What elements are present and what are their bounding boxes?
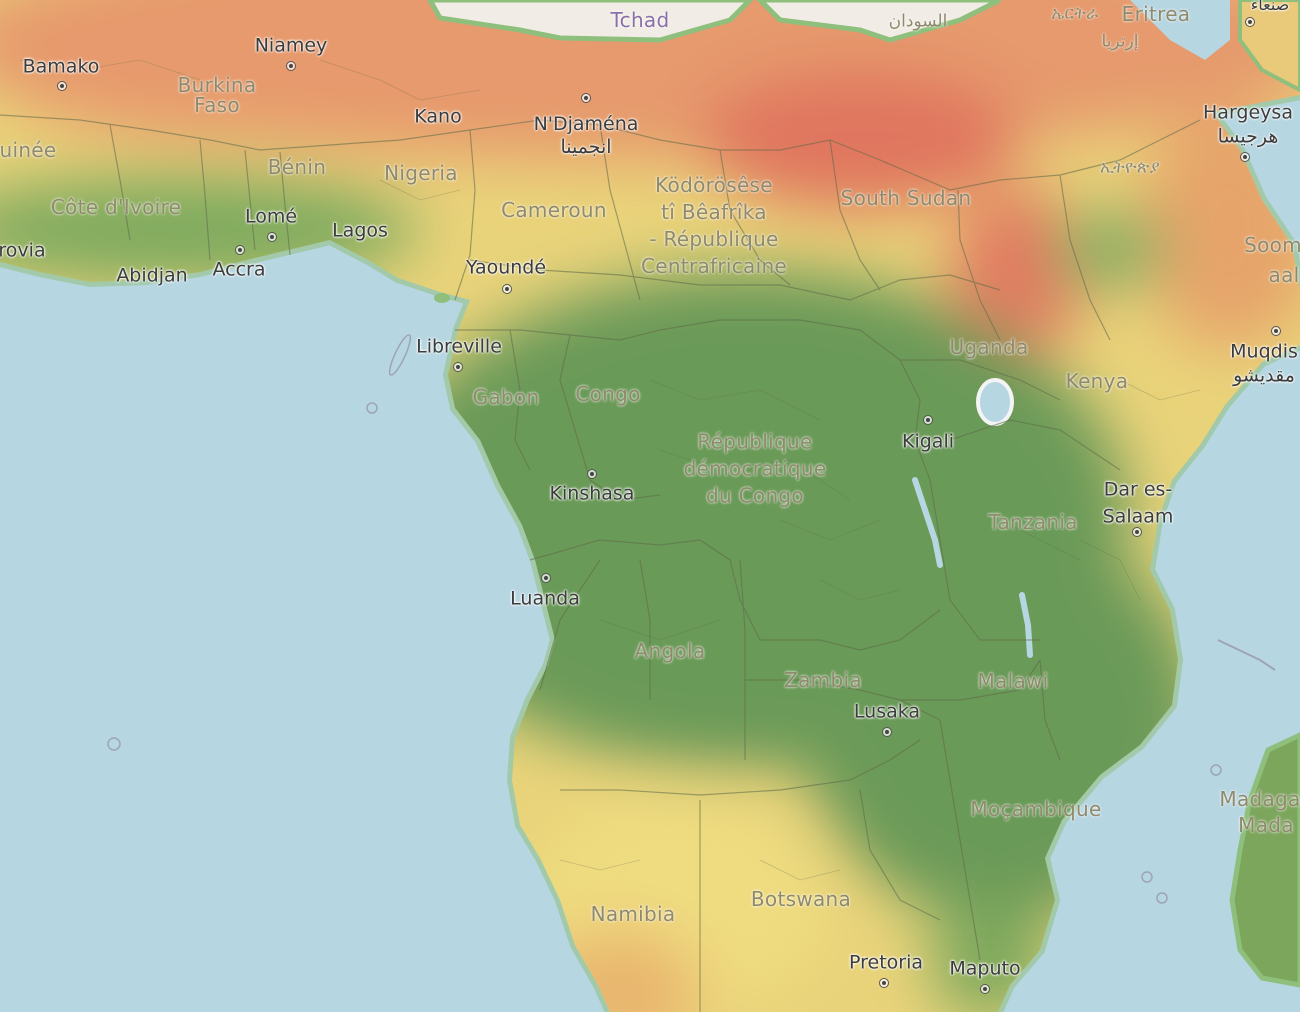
island [388,334,412,376]
capital-marker-yaounde [502,284,512,294]
island [1156,892,1168,904]
capital-marker-lome [267,232,277,242]
capital-marker-luanda [541,573,551,583]
capital-marker-lusaka [882,727,892,737]
red-sea [1130,0,1230,60]
capital-marker-hargeysa [1240,152,1250,162]
island [1141,871,1153,883]
capital-marker-kigali [923,415,933,425]
regional-borders [19,59,1201,881]
capital-marker-pretoria [879,978,889,988]
comoros [1217,639,1276,671]
capital-marker-bamako [57,81,67,91]
capital-marker-maputo [980,984,990,994]
basemap-north-east [756,0,1002,43]
island [107,737,121,751]
capital-marker-accra [235,245,245,255]
island [1210,764,1222,776]
basemap-north [427,0,754,43]
capital-marker-niamey [286,61,296,71]
lake-malawi [1019,592,1033,658]
capital-marker-ndjamena [581,93,591,103]
lake-tanganyika [912,477,943,568]
yemen-land [1238,0,1300,93]
capital-marker-sanaa [1245,17,1255,27]
lake-victoria [976,378,1014,426]
country-borders [0,114,1201,1012]
madagascar [1229,732,1300,988]
island [366,402,378,414]
capital-marker-muqdisho [1271,326,1281,336]
capital-marker-libreville [453,362,463,372]
capital-marker-kinshasa [587,469,597,479]
capital-marker-dar-es-salaam [1132,527,1142,537]
island [434,293,450,303]
